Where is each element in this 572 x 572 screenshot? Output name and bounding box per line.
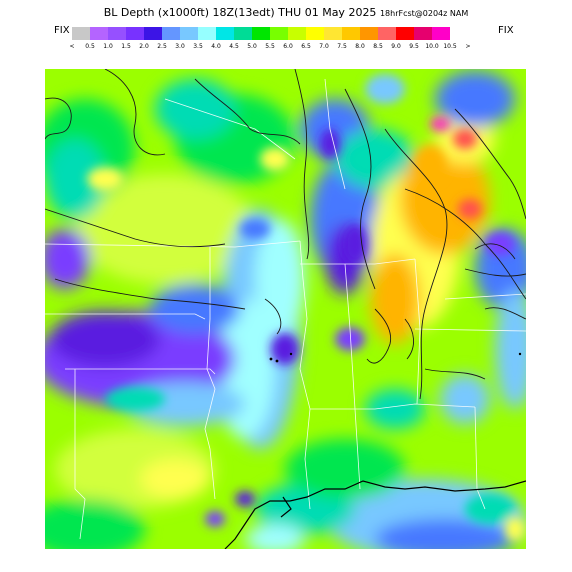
field-blob-teal: [105, 387, 165, 411]
colorbar-swatch: [126, 27, 144, 40]
field-blob-green: [45, 499, 145, 549]
colorbar-tick-label: 8.5: [373, 43, 383, 50]
field-blob-teal: [465, 494, 515, 524]
field-blob-yellow: [505, 517, 525, 541]
colorbar-tick-label: 7.0: [319, 43, 329, 50]
field-blob-blue: [435, 71, 515, 127]
field-blob-dark-purple: [271, 333, 299, 365]
colorbar-swatch: [72, 27, 90, 40]
field-blob-magenta: [430, 117, 450, 131]
field-blob-teal: [335, 129, 415, 189]
colorbar-swatch: [216, 27, 234, 40]
colorbar-tick-label: 4.0: [211, 43, 221, 50]
colorbar-tick-label: 1.5: [121, 43, 131, 50]
field-blob-dark-purple: [343, 224, 367, 264]
field-blob-orange: [415, 146, 445, 182]
colorbar-ticks: <0.5 1.0 1.5 2.0 2.5 3.0 3.5 4.0 4.5 5.0 5.5 6.0 6.5…: [63, 43, 503, 53]
colorbar-tick-label: >: [465, 43, 471, 50]
field-blob-orange: [370, 254, 420, 344]
colorbar-tick-label: 1.0: [103, 43, 113, 50]
colorbar-swatch: [180, 27, 198, 40]
state-boundaries: [45, 78, 526, 540]
field-blob-blue: [150, 284, 240, 334]
contour-markers: [269, 352, 522, 363]
colorbar-tick-label: 5.5: [265, 43, 275, 50]
colorbar-tick-label: 9.5: [409, 43, 419, 50]
colorbar-tick-label: 8.0: [355, 43, 365, 50]
colorbar-swatch: [288, 27, 306, 40]
field-blob-yellow: [140, 459, 210, 499]
colorbar-tick-label: 10.5: [443, 43, 457, 50]
colorbar-tick-label: 2.5: [157, 43, 167, 50]
colorbar-swatch: [324, 27, 342, 40]
colorbar-swatch: [90, 27, 108, 40]
colorbar-swatch: [414, 27, 432, 40]
field-broad: [45, 71, 526, 549]
colorbar-tick-label: 6.0: [283, 43, 293, 50]
field-blob-blue: [375, 519, 515, 549]
colorbar-tick-label: 9.0: [391, 43, 401, 50]
field-blob-light-blue: [440, 374, 490, 424]
colorbar-tick-label: 7.5: [337, 43, 347, 50]
contour-lines: [45, 69, 526, 400]
field-blob-yellow: [260, 147, 290, 171]
colorbar-tick-label: 10.0: [425, 43, 439, 50]
colorbar-swatch: [306, 27, 324, 40]
colorbar-swatch: [396, 27, 414, 40]
field-blob-teal: [45, 139, 105, 219]
title-subtitle: 18hrFcst@0204z NAM: [379, 9, 469, 18]
field-blob-yellow: [87, 167, 123, 191]
title-text: BL Depth (x1000ft) 18Z(13edt) THU 01 May…: [103, 6, 377, 19]
field-blob-light-blue: [365, 74, 405, 104]
colorbar-tick-label: 6.5: [301, 43, 311, 50]
coastline: [224, 480, 526, 549]
field-blob-red: [453, 129, 477, 149]
colorbar-swatch: [162, 27, 180, 40]
colorbar-swatch: [342, 27, 360, 40]
fix-label-right: FIX: [498, 25, 514, 36]
fix-label-left: FIX: [54, 25, 70, 36]
field-blob-dark-purple: [320, 129, 340, 159]
field-blob-purple: [205, 511, 225, 527]
colorbar-swatch: [234, 27, 252, 40]
colorbar-swatch: [108, 27, 126, 40]
colorbar-swatch: [144, 27, 162, 40]
colorbar-swatch: [252, 27, 270, 40]
colorbar-tick-label: <: [69, 43, 75, 50]
field-blob-teal: [365, 389, 425, 429]
chart-title: BL Depth (x1000ft) 18Z(13edt) THU 01 May…: [0, 6, 572, 19]
colorbar-tick-label: 5.0: [247, 43, 257, 50]
colorbar: [72, 27, 450, 40]
field-blob-green: [285, 439, 405, 499]
colorbar-swatch: [432, 27, 450, 40]
colorbar-tick-label: 3.5: [193, 43, 203, 50]
colorbar-tick-label: 0.5: [85, 43, 95, 50]
colorbar-swatch: [360, 27, 378, 40]
field-blob-blue: [240, 219, 270, 239]
colorbar-swatch: [378, 27, 396, 40]
field-blob-dark-purple: [50, 311, 160, 367]
field-blob-light-blue: [495, 289, 526, 409]
colorbar-swatch: [270, 27, 288, 40]
field-blob-red: [458, 199, 482, 219]
field-blob-cyan: [245, 524, 305, 549]
field-blob-dark-purple: [235, 491, 255, 507]
colorbar-tick-label: 2.0: [139, 43, 149, 50]
colorbar-tick-label: 3.0: [175, 43, 185, 50]
field-blob-cyan: [255, 219, 305, 339]
field-blob-purple: [335, 327, 365, 351]
colorbar-tick-label: 4.5: [229, 43, 239, 50]
field-detail: [87, 74, 525, 541]
bl-depth-map: [45, 69, 526, 549]
colorbar-swatch: [198, 27, 216, 40]
